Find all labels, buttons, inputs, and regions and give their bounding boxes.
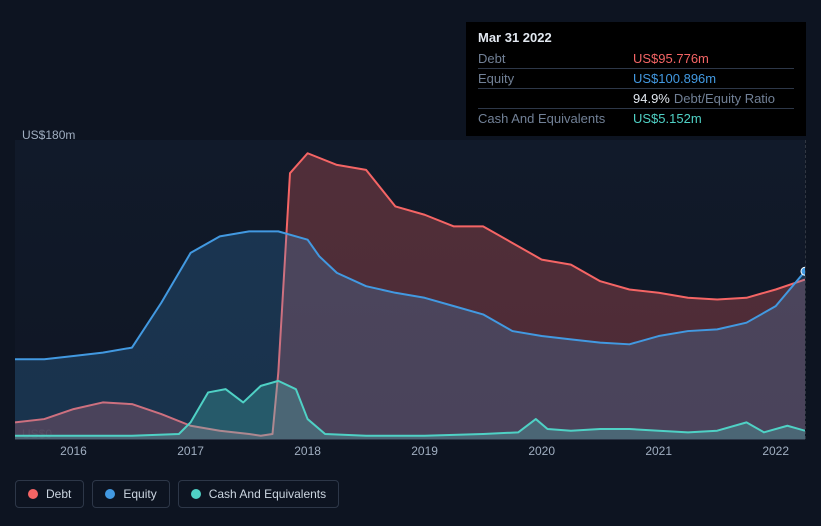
chart-svg bbox=[15, 140, 805, 439]
info-row: 94.9%Debt/Equity Ratio bbox=[478, 88, 794, 108]
legend-dot-icon bbox=[28, 489, 38, 499]
x-tick: 2022 bbox=[762, 444, 789, 458]
info-box: Mar 31 2022 DebtUS$95.776mEquityUS$100.8… bbox=[466, 22, 806, 136]
x-tick: 2018 bbox=[294, 444, 321, 458]
chart-cursor-line bbox=[805, 140, 806, 439]
x-tick: 2019 bbox=[411, 444, 438, 458]
info-row: DebtUS$95.776m bbox=[478, 49, 794, 68]
chart-legend: Debt Equity Cash And Equivalents bbox=[15, 480, 339, 508]
legend-label: Debt bbox=[46, 487, 71, 501]
legend-item-cash-and-equivalents[interactable]: Cash And Equivalents bbox=[178, 480, 339, 508]
info-row-label: Cash And Equivalents bbox=[478, 111, 633, 126]
x-tick: 2020 bbox=[528, 444, 555, 458]
info-row-label: Equity bbox=[478, 71, 633, 86]
legend-dot-icon bbox=[105, 489, 115, 499]
info-row: EquityUS$100.896m bbox=[478, 68, 794, 88]
info-row: Cash And EquivalentsUS$5.152m bbox=[478, 108, 794, 128]
legend-label: Equity bbox=[123, 487, 156, 501]
legend-dot-icon bbox=[191, 489, 201, 499]
info-row-value: US$100.896m bbox=[633, 71, 716, 86]
legend-item-equity[interactable]: Equity bbox=[92, 480, 169, 508]
info-row-value: 94.9%Debt/Equity Ratio bbox=[633, 91, 775, 106]
info-date: Mar 31 2022 bbox=[478, 30, 794, 49]
x-axis-ticks: 2016 2017 2018 2019 2020 2021 2022 bbox=[15, 444, 805, 464]
x-tick: 2016 bbox=[60, 444, 87, 458]
info-row-label: Debt bbox=[478, 51, 633, 66]
legend-label: Cash And Equivalents bbox=[209, 487, 326, 501]
info-row-label bbox=[478, 91, 633, 106]
info-row-value: US$5.152m bbox=[633, 111, 702, 126]
x-tick: 2021 bbox=[645, 444, 672, 458]
info-row-secondary: Debt/Equity Ratio bbox=[674, 91, 775, 106]
info-row-value: US$95.776m bbox=[633, 51, 709, 66]
x-tick: 2017 bbox=[177, 444, 204, 458]
legend-item-debt[interactable]: Debt bbox=[15, 480, 84, 508]
chart-plot-area[interactable] bbox=[15, 140, 805, 440]
